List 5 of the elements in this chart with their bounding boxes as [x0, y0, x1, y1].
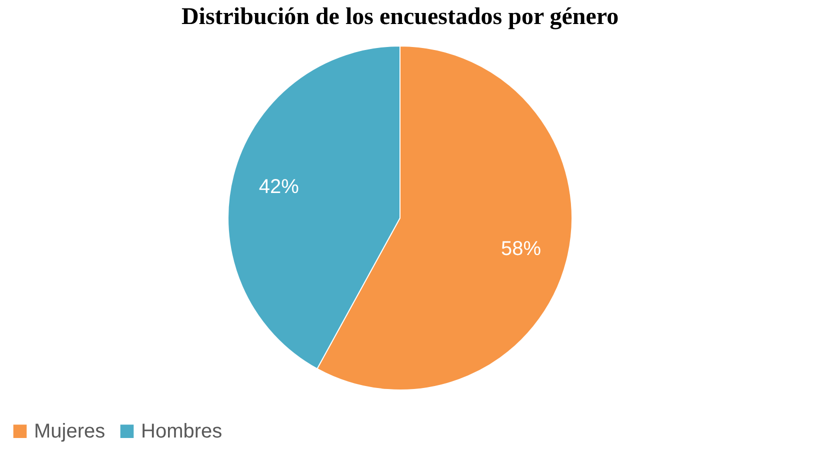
data-label: 42%: [258, 176, 300, 198]
chart-title: Distribución de los encuestados por género: [181, 4, 619, 30]
legend-label: Mujeres: [34, 420, 106, 442]
legend-label: Hombres: [141, 420, 222, 442]
data-label: 58%: [501, 238, 542, 260]
